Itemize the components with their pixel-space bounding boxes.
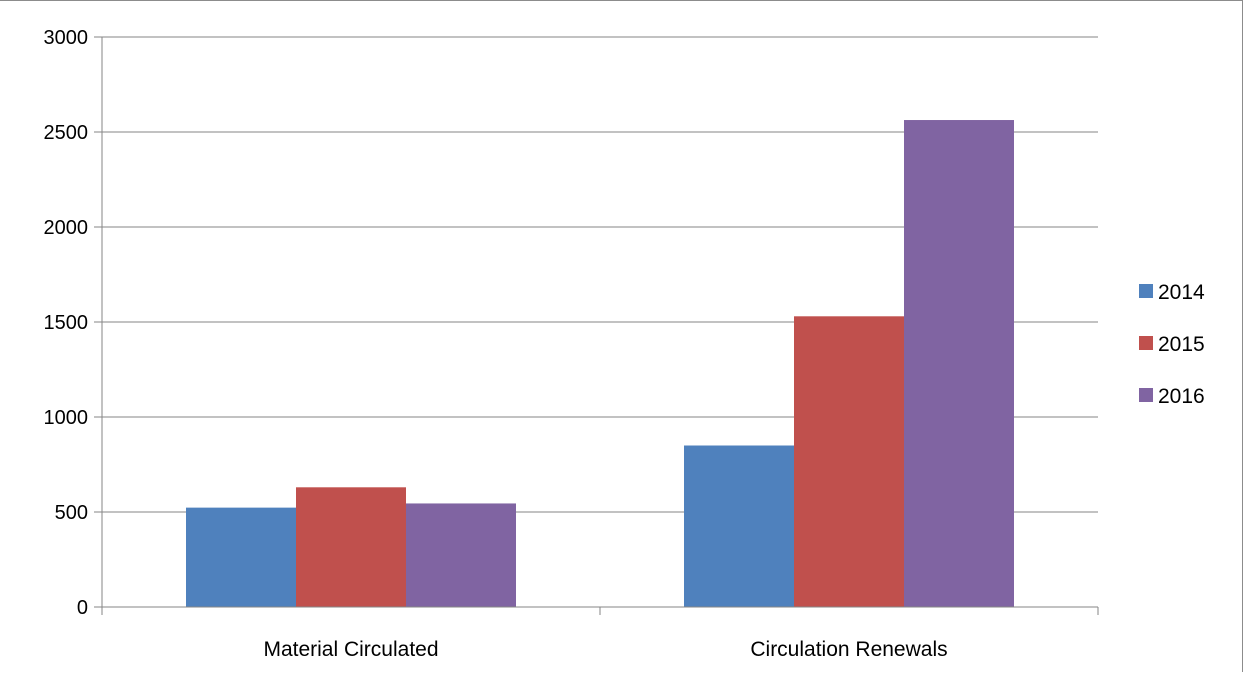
legend-swatch bbox=[1139, 336, 1153, 350]
y-tick-label: 2500 bbox=[44, 122, 89, 144]
legend-label: 2016 bbox=[1158, 385, 1205, 408]
y-tick-label: 0 bbox=[77, 597, 88, 619]
bar bbox=[186, 507, 296, 607]
legend-swatch bbox=[1139, 284, 1153, 298]
y-tick-labels: 0 500 1000 1500 2000 2500 3000 bbox=[44, 27, 89, 619]
y-tick-label: 1000 bbox=[44, 407, 89, 429]
bar bbox=[794, 316, 904, 607]
legend-label: 2015 bbox=[1158, 333, 1205, 356]
x-category-label: Circulation Renewals bbox=[750, 638, 947, 661]
legend-swatch bbox=[1139, 388, 1153, 402]
y-tick-label: 2000 bbox=[44, 217, 89, 239]
bars bbox=[186, 120, 1014, 607]
x-category-labels: Material Circulated Circulation Renewals bbox=[263, 638, 947, 661]
y-tick-label: 1500 bbox=[44, 312, 89, 334]
legend-label: 2014 bbox=[1158, 281, 1205, 304]
bar bbox=[904, 120, 1014, 607]
legend: 2014 2015 2016 bbox=[1139, 281, 1205, 408]
bar bbox=[406, 503, 516, 607]
y-tick-label: 500 bbox=[55, 502, 88, 524]
x-category-label: Material Circulated bbox=[263, 638, 438, 661]
axes bbox=[94, 36, 1099, 615]
bar bbox=[296, 487, 406, 607]
bar bbox=[684, 445, 794, 607]
y-tick-label: 3000 bbox=[44, 27, 89, 49]
